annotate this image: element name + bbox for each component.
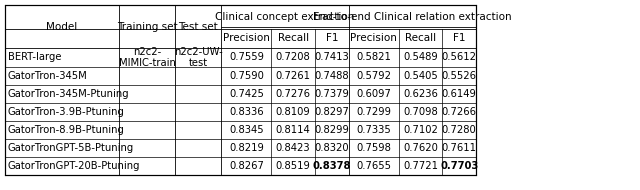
Text: Precision: Precision [223, 33, 270, 44]
Text: 0.7280: 0.7280 [442, 125, 477, 135]
Text: 0.7655: 0.7655 [356, 161, 391, 171]
Text: 0.7379: 0.7379 [314, 89, 349, 99]
Text: n2c2-UW-
test: n2c2-UW- test [174, 47, 223, 68]
Text: GatorTronGPT-20B-Ptuning: GatorTronGPT-20B-Ptuning [8, 161, 140, 171]
Text: 0.7703: 0.7703 [440, 161, 478, 171]
Text: 0.7299: 0.7299 [356, 107, 391, 117]
Text: 0.7611: 0.7611 [442, 143, 477, 153]
Text: 0.7488: 0.7488 [314, 70, 349, 81]
Text: 0.8219: 0.8219 [229, 143, 264, 153]
Text: n2c2-
MIMIC-train: n2c2- MIMIC-train [119, 47, 175, 68]
Text: Recall: Recall [278, 33, 308, 44]
Text: 0.5405: 0.5405 [403, 70, 438, 81]
Text: 0.6236: 0.6236 [403, 89, 438, 99]
Text: 0.5612: 0.5612 [442, 52, 477, 63]
Text: F1: F1 [326, 33, 338, 44]
Text: 0.7559: 0.7559 [229, 52, 264, 63]
Text: 0.8378: 0.8378 [312, 161, 351, 171]
Text: 0.8519: 0.8519 [276, 161, 310, 171]
Text: 0.5792: 0.5792 [356, 70, 391, 81]
Text: Precision: Precision [350, 33, 397, 44]
Text: 0.8297: 0.8297 [314, 107, 349, 117]
Text: GatorTronGPT-5B-Ptuning: GatorTronGPT-5B-Ptuning [8, 143, 134, 153]
Text: 0.7335: 0.7335 [356, 125, 391, 135]
Text: GatorTron-3.9B-Ptuning: GatorTron-3.9B-Ptuning [8, 107, 125, 117]
Text: Clinical concept extraction: Clinical concept extraction [216, 12, 355, 22]
Text: 0.8299: 0.8299 [314, 125, 349, 135]
Text: Model: Model [47, 22, 77, 32]
Text: 0.8336: 0.8336 [229, 107, 264, 117]
Text: 0.7620: 0.7620 [403, 143, 438, 153]
Text: 0.7276: 0.7276 [276, 89, 310, 99]
Text: 0.7590: 0.7590 [229, 70, 264, 81]
Text: 0.6097: 0.6097 [356, 89, 391, 99]
Text: 0.7261: 0.7261 [276, 70, 310, 81]
Text: 0.8267: 0.8267 [229, 161, 264, 171]
Text: Training set: Training set [117, 22, 177, 32]
Text: 0.5489: 0.5489 [403, 52, 438, 63]
Text: End-to-end Clinical relation extraction: End-to-end Clinical relation extraction [313, 12, 512, 22]
Text: 0.7098: 0.7098 [403, 107, 438, 117]
Text: GatorTron-8.9B-Ptuning: GatorTron-8.9B-Ptuning [8, 125, 125, 135]
Text: 0.8423: 0.8423 [276, 143, 310, 153]
Text: 0.7425: 0.7425 [229, 89, 264, 99]
Text: Test set: Test set [179, 22, 218, 32]
Text: 0.5526: 0.5526 [442, 70, 477, 81]
Text: 0.7413: 0.7413 [314, 52, 349, 63]
Text: 0.7208: 0.7208 [276, 52, 310, 63]
Text: 0.8320: 0.8320 [314, 143, 349, 153]
Text: 0.8109: 0.8109 [276, 107, 310, 117]
Text: F1: F1 [453, 33, 465, 44]
Text: 0.7721: 0.7721 [403, 161, 438, 171]
Text: 0.8114: 0.8114 [276, 125, 310, 135]
Text: GatorTron-345M: GatorTron-345M [8, 70, 88, 81]
Text: 0.7266: 0.7266 [442, 107, 477, 117]
Text: 0.8345: 0.8345 [229, 125, 264, 135]
Text: 0.7102: 0.7102 [403, 125, 438, 135]
Bar [5, 5, 476, 175]
Text: 0.6149: 0.6149 [442, 89, 477, 99]
Text: 0.7598: 0.7598 [356, 143, 391, 153]
Text: BERT-large: BERT-large [8, 52, 61, 63]
Text: GatorTron-345M-Ptuning: GatorTron-345M-Ptuning [8, 89, 129, 99]
Text: Recall: Recall [405, 33, 436, 44]
Text: 0.5821: 0.5821 [356, 52, 391, 63]
